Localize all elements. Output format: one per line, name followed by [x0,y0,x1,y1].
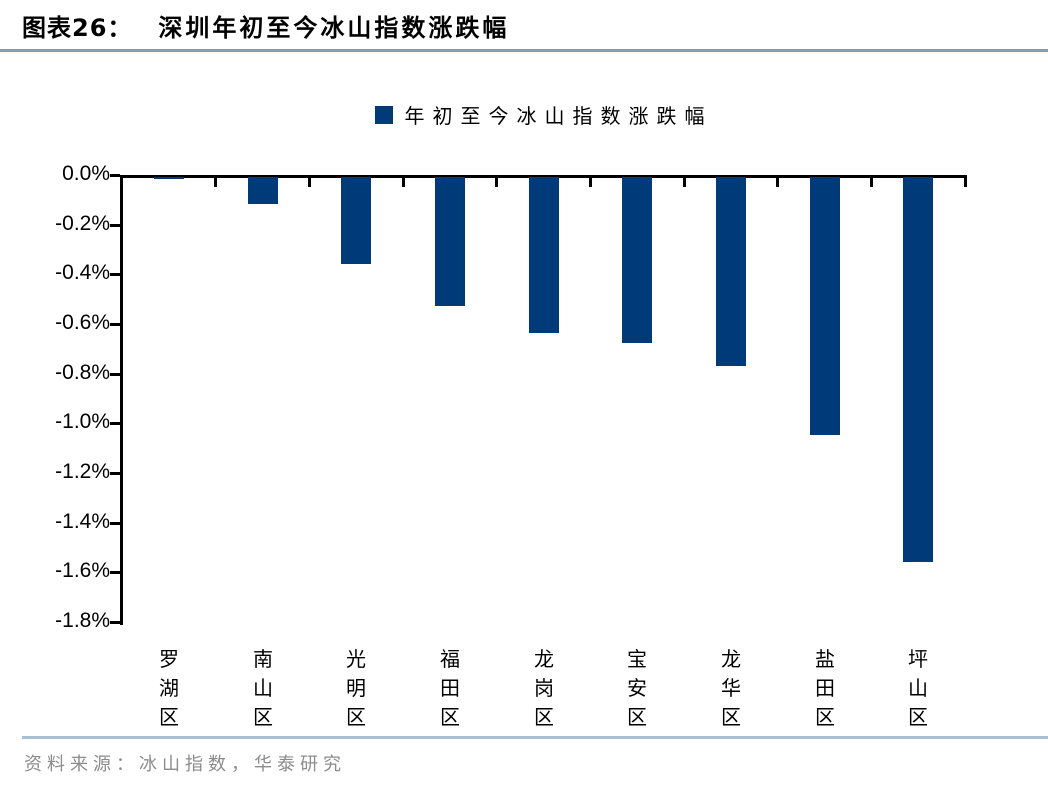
y-axis-tick [110,323,120,326]
bar-0 [154,177,184,179]
x-axis-label-8: 坪 山 区 [908,647,928,729]
bar-5 [622,177,652,343]
y-axis-tick [110,224,120,227]
x-axis-label-7: 盐 田 区 [815,647,835,729]
bar-8 [903,177,933,562]
x-axis-label-3: 福 田 区 [440,647,460,729]
y-axis-tick-label: -1.4% [55,510,110,533]
y-axis-tick-label: -1.0% [55,410,110,433]
y-axis-tick [110,273,120,276]
x-axis-tick [402,178,405,187]
figure-number-label: 图表26： [22,14,133,42]
y-axis-tick [110,621,120,624]
x-axis-label-6: 龙 华 区 [721,647,741,729]
y-axis-tick-label: -1.6% [55,559,110,582]
y-axis-line [120,175,123,625]
y-axis-tick-label: -0.4% [55,261,110,284]
x-axis-label-2: 光 明 区 [346,647,366,729]
legend-series-label: 年初至今冰山指数涨跌幅 [404,104,713,128]
figure-title: 深圳年初至今冰山指数涨跌幅 [158,13,510,42]
bar-6 [716,177,746,366]
y-axis-tick [110,472,120,475]
x-axis-label-4: 龙 岗 区 [534,647,554,729]
x-axis-tick [495,178,498,187]
bar-2 [341,177,371,264]
chart-legend: 年初至今冰山指数涨跌幅 [122,100,965,129]
y-axis-tick-label: -1.8% [55,609,110,632]
legend-swatch-icon [374,105,393,124]
x-axis-tick [683,178,686,187]
x-axis-label-0: 罗 湖 区 [159,647,179,729]
x-axis-tick [589,178,592,187]
figure-header: 图表26： 深圳年初至今冰山指数涨跌幅 [22,8,509,43]
y-axis-tick-label: -1.2% [55,460,110,483]
x-axis-tick [870,178,873,187]
bar-3 [435,177,465,306]
y-axis-tick-label: -0.6% [55,311,110,334]
x-axis-label-5: 宝 安 区 [627,647,647,729]
y-axis-tick [110,174,120,177]
x-axis-label-1: 南 山 区 [253,647,273,729]
source-note: 资料来源：冰山指数，华泰研究 [24,754,346,775]
x-axis-tick [214,178,217,187]
zero-baseline [120,175,967,178]
y-axis-tick [110,522,120,525]
x-axis-tick [308,178,311,187]
y-axis-tick [110,373,120,376]
bar-4 [529,177,559,333]
y-axis-tick-label: -0.8% [55,361,110,384]
bar-7 [810,177,840,435]
y-axis-tick [110,571,120,574]
y-axis-tick [110,422,120,425]
y-axis-tick-label: -0.2% [55,212,110,235]
y-axis-tick-label: 0.0% [62,162,110,185]
footer-divider-rule [22,736,1048,739]
title-divider-rule [0,49,1048,52]
bar-1 [248,177,278,204]
x-axis-tick [776,178,779,187]
x-axis-tick [964,178,967,187]
